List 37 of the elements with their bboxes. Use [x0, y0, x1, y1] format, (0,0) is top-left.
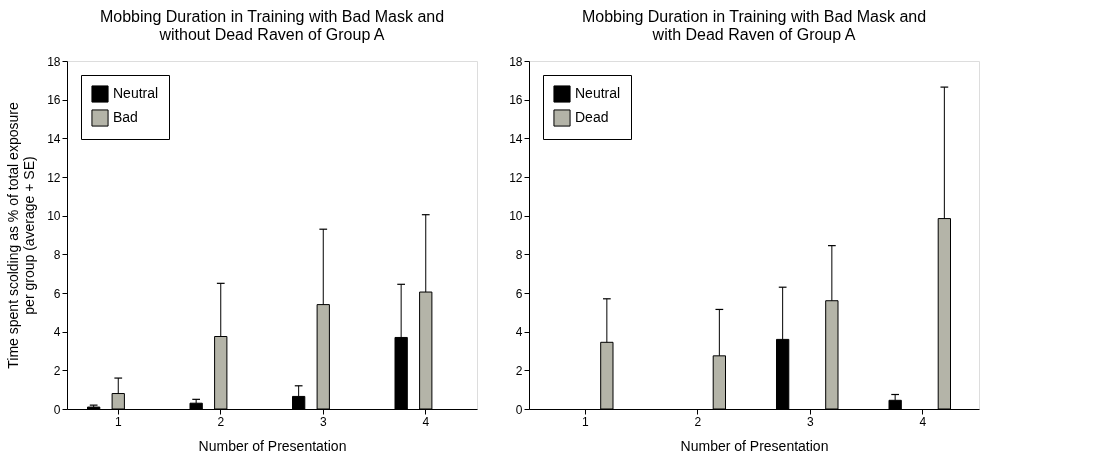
x-tick-label: 4 — [422, 414, 430, 429]
x-tick-label: 3 — [806, 414, 814, 429]
y-tick-label: 2 — [53, 363, 61, 378]
y-tick-label: 4 — [515, 325, 523, 340]
y-tick-label: 18 — [509, 54, 523, 69]
x-tick-label: 3 — [319, 414, 327, 429]
x-tick-label: 2 — [694, 414, 702, 429]
x-tick-label: 2 — [217, 414, 225, 429]
y-tick-label: 18 — [47, 54, 61, 69]
y-tick-label: 10 — [509, 209, 523, 224]
y-tick-label: 12 — [47, 170, 61, 185]
y-tick-label: 8 — [515, 247, 523, 262]
x-tick-label: 4 — [919, 414, 927, 429]
x-tick-label: 1 — [581, 414, 589, 429]
x-axis-title: Number of Presentation — [198, 437, 347, 454]
y-tick-label: 0 — [53, 402, 61, 417]
legend-label: Neutral — [575, 85, 621, 101]
y-tick-label: 12 — [509, 170, 523, 185]
chart-title: Mobbing Duration in Training with Bad Mask and without Dead Raven of Group A — [99, 8, 445, 43]
y-tick-label: 6 — [515, 286, 523, 301]
y-tick-label: 16 — [47, 93, 61, 108]
y-tick-label: 4 — [53, 325, 61, 340]
chart-title: Mobbing Duration in Training with Bad Mask and with Dead Raven of Group A — [581, 8, 927, 43]
y-tick-label: 16 — [509, 93, 523, 108]
y-tick-label: 8 — [53, 247, 61, 262]
legend-label: Dead — [575, 109, 609, 125]
legend-label: Bad — [113, 109, 138, 125]
legend-label: Neutral — [113, 85, 159, 101]
x-axis-title: Number of Presentation — [680, 437, 829, 454]
y-tick-label: 10 — [47, 209, 61, 224]
y-axis-title: Time spent scolding as % of total exposure per group (average + SE) — [5, 102, 38, 369]
y-tick-label: 2 — [515, 363, 523, 378]
y-tick-label: 14 — [509, 131, 523, 146]
x-tick-label: 1 — [114, 414, 122, 429]
y-tick-label: 14 — [47, 131, 61, 146]
y-tick-label: 6 — [53, 286, 61, 301]
y-tick-label: 0 — [515, 402, 523, 417]
